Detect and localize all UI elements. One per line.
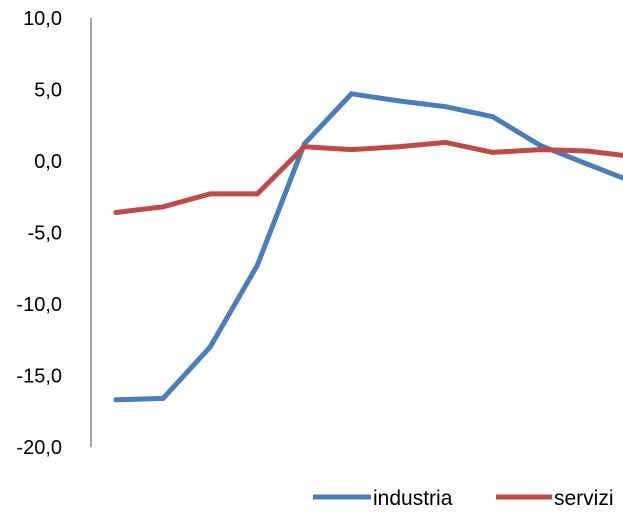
y-tick-label: -20,0 bbox=[16, 437, 62, 459]
y-tick-label: 5,0 bbox=[34, 80, 62, 102]
series-line-industria bbox=[113, 91, 623, 403]
data-point-servizi bbox=[207, 191, 213, 197]
data-point-servizi bbox=[443, 139, 449, 145]
data-point-industria bbox=[443, 104, 449, 110]
data-point-industria bbox=[349, 91, 354, 97]
data-point-servizi bbox=[113, 210, 119, 215]
data-point-industria bbox=[584, 161, 590, 167]
series-lines bbox=[113, 91, 623, 403]
y-tick-label: 10,0 bbox=[23, 8, 62, 30]
y-axis-ticks: 10,0 5,0 0,0 -5,0 -10,0 -15,0 -20,0 bbox=[16, 8, 62, 459]
y-tick-label: -10,0 bbox=[16, 294, 62, 316]
data-point-servizi bbox=[490, 149, 496, 155]
data-point-industria bbox=[254, 262, 260, 268]
data-point-servizi bbox=[537, 147, 543, 153]
data-point-industria bbox=[207, 344, 213, 350]
data-point-industria bbox=[490, 114, 496, 120]
data-point-industria bbox=[396, 98, 402, 104]
series-line-servizi bbox=[113, 139, 623, 215]
y-tick-label: 0,0 bbox=[34, 151, 62, 173]
data-point-servizi bbox=[584, 148, 590, 154]
data-point-industria bbox=[160, 395, 166, 401]
legend-label-servizi: servizi bbox=[554, 487, 614, 510]
data-point-servizi bbox=[349, 147, 354, 153]
data-point-servizi bbox=[301, 144, 307, 150]
y-tick-label: -5,0 bbox=[28, 223, 62, 245]
data-point-industria bbox=[537, 142, 543, 148]
data-point-servizi bbox=[160, 204, 166, 210]
data-point-industria bbox=[113, 397, 119, 403]
y-tick-label: -15,0 bbox=[16, 366, 62, 388]
data-point-servizi bbox=[254, 191, 260, 197]
data-point-servizi bbox=[396, 144, 402, 150]
legend-label-industria: industria bbox=[373, 487, 453, 510]
legend: industria servizi bbox=[313, 487, 614, 510]
